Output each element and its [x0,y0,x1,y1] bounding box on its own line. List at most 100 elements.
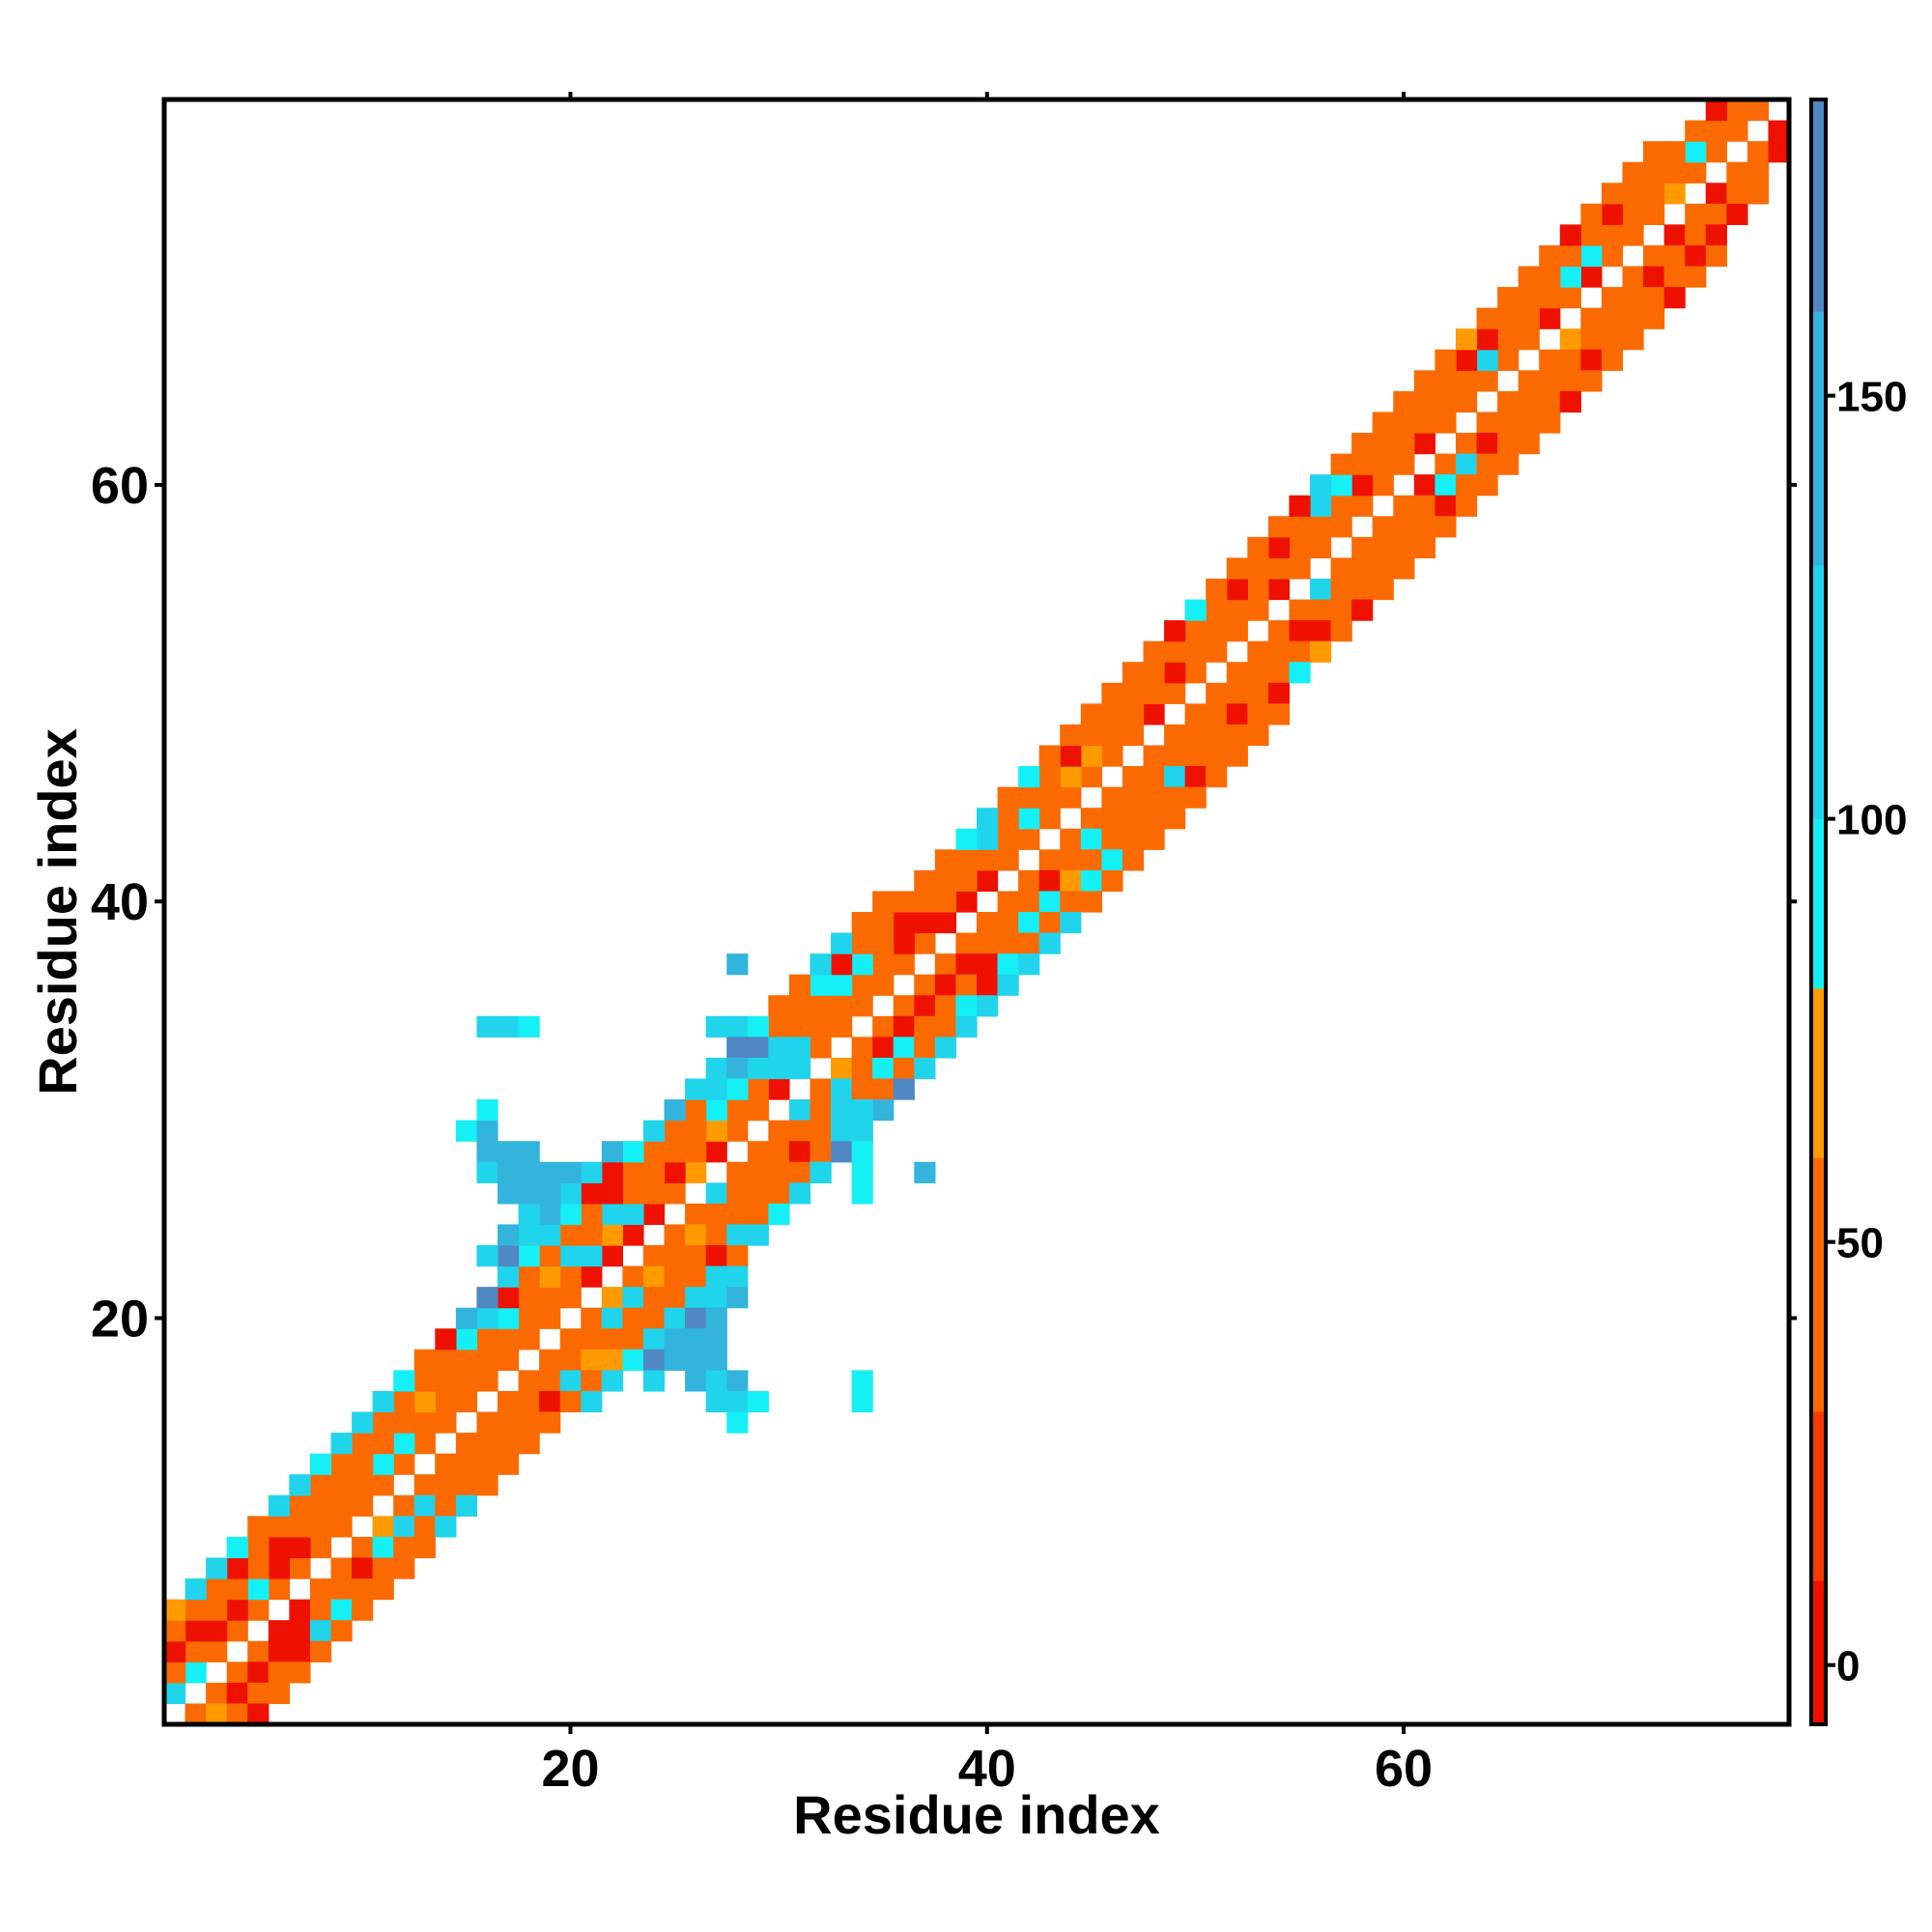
heatmap-cell [705,1307,727,1329]
heatmap-cell [934,912,957,934]
heatmap-cell [788,974,811,996]
heatmap-cell [747,1078,769,1100]
heatmap-cell [1580,224,1603,246]
heatmap-cell [352,1557,374,1579]
heatmap-cell [1559,266,1581,288]
heatmap-cell [1559,287,1581,309]
heatmap-cell [955,828,978,850]
heatmap-cell [1143,786,1165,809]
heatmap-cell [642,1203,666,1226]
heatmap-cell [372,1453,394,1475]
heatmap-cell [977,995,999,1017]
heatmap-cell [1247,662,1269,684]
heatmap-cell [810,1099,832,1122]
heatmap-cell [601,1349,624,1372]
heatmap-cell [539,1265,561,1288]
heatmap-cell [851,1078,873,1100]
heatmap-cell [768,995,790,1017]
heatmap-cell [851,1037,873,1059]
heatmap-cell [518,1265,540,1288]
heatmap-cell [1267,557,1291,580]
heatmap-cell [1267,640,1291,663]
heatmap-cell [559,1203,582,1226]
heatmap-cell [393,1411,415,1434]
heatmap-cell [1413,412,1436,434]
heatmap-cell [1122,724,1145,747]
heatmap-cell [413,1411,436,1434]
heatmap-cell [622,1141,644,1163]
heatmap-cell [934,995,957,1017]
heatmap-cell [247,1703,270,1725]
heatmap-cell [851,1161,873,1183]
heatmap-cell [1226,578,1248,601]
heatmap-cell [289,1536,311,1559]
heatmap-cell [1080,766,1102,788]
heatmap-cell [1080,745,1102,767]
heatmap-cell [955,891,978,913]
heatmap-cell [1267,516,1291,538]
heatmap-cell [497,1224,520,1246]
heatmap-cell [476,1370,498,1392]
heatmap-cell [1497,453,1520,475]
heatmap-cell [601,1141,624,1163]
heatmap-cell [1267,662,1291,684]
heatmap-cell [955,953,978,976]
heatmap-cell [1539,244,1561,268]
heatmap-cell [352,1578,374,1601]
heatmap-cell [1685,203,1707,225]
heatmap-cell [497,1015,520,1037]
heatmap-cell [955,995,978,1017]
heatmap-cell [413,1390,436,1413]
heatmap-cell [1601,328,1624,351]
heatmap-cell [1164,724,1186,747]
heatmap-cell [497,1265,520,1288]
heatmap-cell [1101,682,1123,704]
heatmap-cell [1330,599,1352,621]
heatmap-cell [435,1390,457,1413]
heatmap-cell [914,1015,936,1037]
heatmap-cell [955,869,978,893]
heatmap-cell [1580,266,1603,288]
heatmap-cell [581,1370,603,1392]
heatmap-cell [435,1453,457,1475]
heatmap-cell [934,953,957,976]
heatmap-cell [810,1141,832,1163]
heatmap-cell [268,1640,290,1662]
heatmap-cell [330,1433,353,1455]
heatmap-cell [393,1390,415,1413]
heatmap-cell [601,1245,624,1267]
heatmap-cell [1060,912,1082,934]
heatmap-cell [705,1349,727,1372]
heatmap-cell [1164,682,1186,704]
heatmap-cell [518,1182,540,1205]
heatmap-cell [685,1307,707,1329]
heatmap-cell [1164,808,1186,830]
heatmap-cell [872,1015,895,1037]
heatmap-cell [747,1161,769,1183]
heatmap-cell [768,1057,790,1080]
heatmap-cell [705,1057,727,1080]
heatmap-cell [747,1390,769,1413]
heatmap-cell [788,1120,811,1142]
heatmap-cell [1206,745,1228,767]
heatmap-cell [664,1099,686,1122]
heatmap-cell [872,912,895,934]
heatmap-cell [1226,599,1248,621]
heatmap-cell [1226,724,1248,747]
heatmap-cell [1622,266,1644,288]
heatmap-cell [685,1265,707,1288]
heatmap-cell [1164,662,1186,684]
heatmap-cell [1726,120,1748,142]
heatmap-cell [1143,703,1165,725]
heatmap-cell [747,1141,769,1163]
heatmap-cell [435,1349,457,1372]
heatmap-cell [705,1245,727,1267]
heatmap-cell [1018,808,1040,830]
heatmap-cell [1539,307,1561,329]
heatmap-cell [872,891,895,913]
heatmap-cell [1080,869,1102,893]
heatmap-cell [1497,307,1520,329]
heatmap-cell [1310,620,1332,642]
heatmap-cell [559,1287,582,1309]
heatmap-cell [1393,453,1415,475]
